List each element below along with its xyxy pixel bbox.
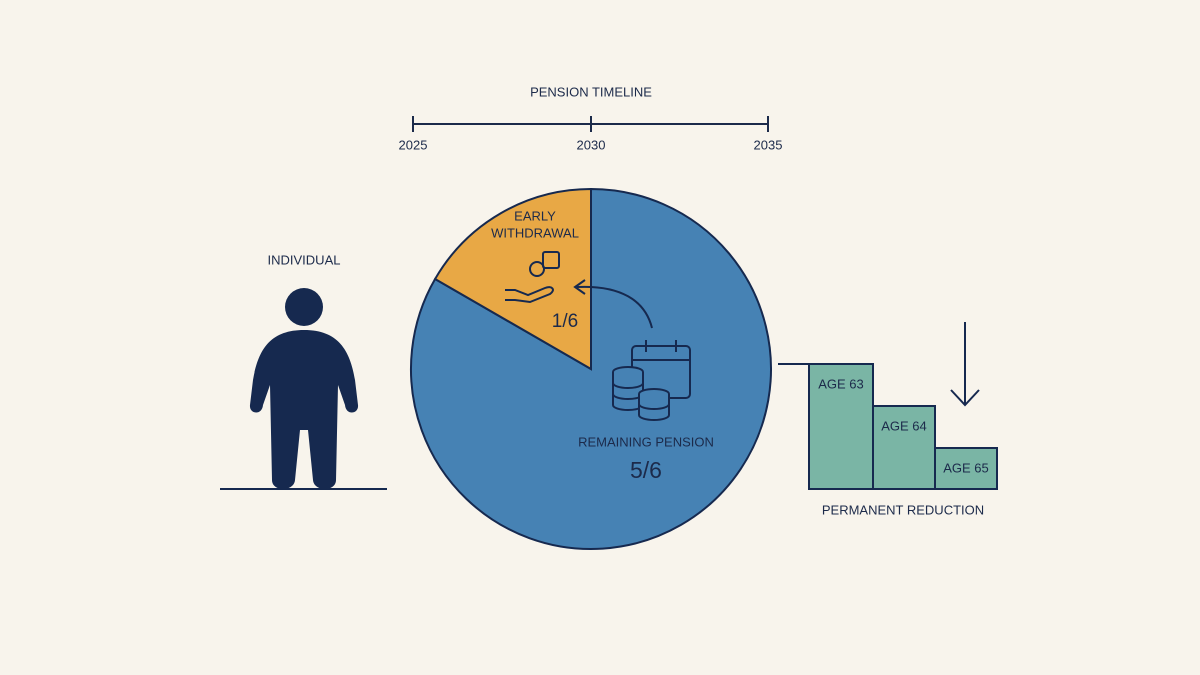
step bbox=[872, 405, 936, 490]
remaining-label: REMAINING PENSION bbox=[578, 434, 714, 449]
reduction-label: PERMANENT REDUCTION bbox=[822, 502, 984, 517]
down-arrow bbox=[950, 322, 980, 407]
timeline-axis bbox=[412, 116, 769, 132]
person-icon bbox=[249, 288, 359, 489]
early-fraction: 1/6 bbox=[552, 311, 578, 332]
step-label: AGE 63 bbox=[818, 376, 864, 391]
timeline-tick: 2035 bbox=[754, 137, 783, 152]
pie-early bbox=[433, 187, 592, 371]
remaining-fraction: 5/6 bbox=[630, 457, 662, 483]
timeline-tick: 2025 bbox=[399, 137, 428, 152]
steps bbox=[808, 363, 998, 490]
arrow bbox=[576, 285, 653, 329]
individual-label: INDIVIDUAL bbox=[268, 252, 341, 267]
step bbox=[934, 447, 998, 490]
step-label: AGE 65 bbox=[943, 460, 989, 475]
arrow-head bbox=[573, 279, 586, 295]
hand-coin-icon bbox=[505, 251, 560, 304]
pie bbox=[410, 187, 772, 550]
early-label: EARLY bbox=[514, 208, 556, 223]
timeline-tick: 2030 bbox=[577, 137, 606, 152]
early-label: WITHDRAWAL bbox=[491, 225, 579, 240]
coins-calendar-icon bbox=[612, 340, 691, 421]
step-label: AGE 64 bbox=[881, 418, 927, 433]
timeline-title: PENSION TIMELINE bbox=[530, 84, 652, 99]
